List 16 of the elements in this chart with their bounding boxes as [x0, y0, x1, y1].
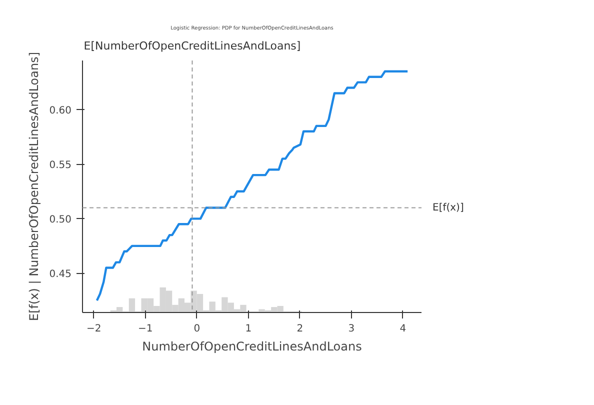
x-tick-label: −1 [138, 324, 153, 334]
x-tick-label: −2 [86, 324, 102, 334]
x-tick-label: 1 [245, 324, 252, 334]
line-series [96, 70, 409, 302]
y-axis-title: E[f(x) | NumberOfOpenCreditLinesAndLoans] [27, 52, 42, 322]
x-axis-title: NumberOfOpenCreditLinesAndLoans [142, 340, 362, 354]
x-tick-label: 4 [400, 324, 406, 334]
x-tick-label: 3 [348, 324, 355, 334]
y-tick-label: 0.50 [49, 214, 72, 226]
y-tick-label: 0.55 [49, 160, 72, 172]
x-tick-label: 2 [296, 324, 304, 334]
y-tick-label: 0.45 [49, 269, 72, 280]
y-tick-label: 0.60 [49, 106, 72, 117]
x-tick-label: 0 [194, 324, 200, 334]
ref-line-label: E[f(x)] [432, 202, 464, 214]
ref-line-label: E[NumberOfOpenCreditLinesAndLoans] [84, 40, 301, 52]
